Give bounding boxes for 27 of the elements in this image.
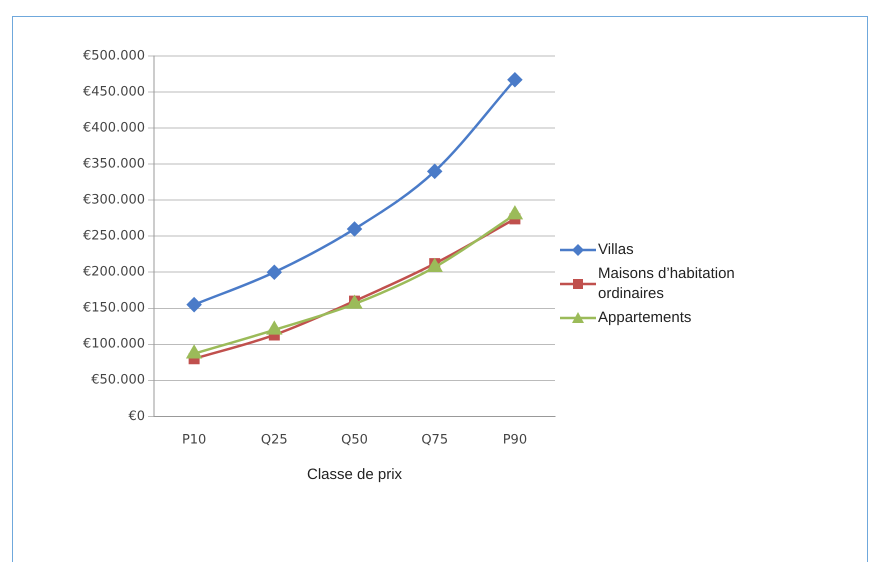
point [427,164,442,179]
point [347,222,362,236]
legend-label: Maisons d’habitation ordinaires [598,264,736,304]
point [267,264,282,280]
y-tick-label: €500.000 [83,48,146,64]
y-tick-label: €100.000 [83,336,146,352]
x-tick-label: P90 [502,432,528,448]
y-tick-label: €450.000 [83,84,146,100]
y-tick-label: €250.000 [83,228,146,244]
y-tick-label: €0 [128,408,146,424]
y-tick-label: €300.000 [83,192,146,208]
x-axis-title: Classe de prix [306,466,403,484]
x-tick-label: Q75 [421,432,448,448]
legend-label: Villas [598,240,634,260]
x-tick-label: Q25 [260,432,288,448]
y-tick-label: €200.000 [83,264,146,280]
point [508,72,522,88]
point [186,345,202,358]
legend-label: Appartements [598,308,692,328]
y-tick-label: €150.000 [83,300,146,316]
x-tick-label: P10 [182,432,206,448]
y-tick-label: €350.000 [83,156,146,172]
y-tick-label: €50.000 [91,372,146,388]
y-tick-label: €400.000 [83,120,146,136]
x-tick-label: Q50 [341,432,368,448]
point [186,297,202,312]
point [267,322,282,335]
